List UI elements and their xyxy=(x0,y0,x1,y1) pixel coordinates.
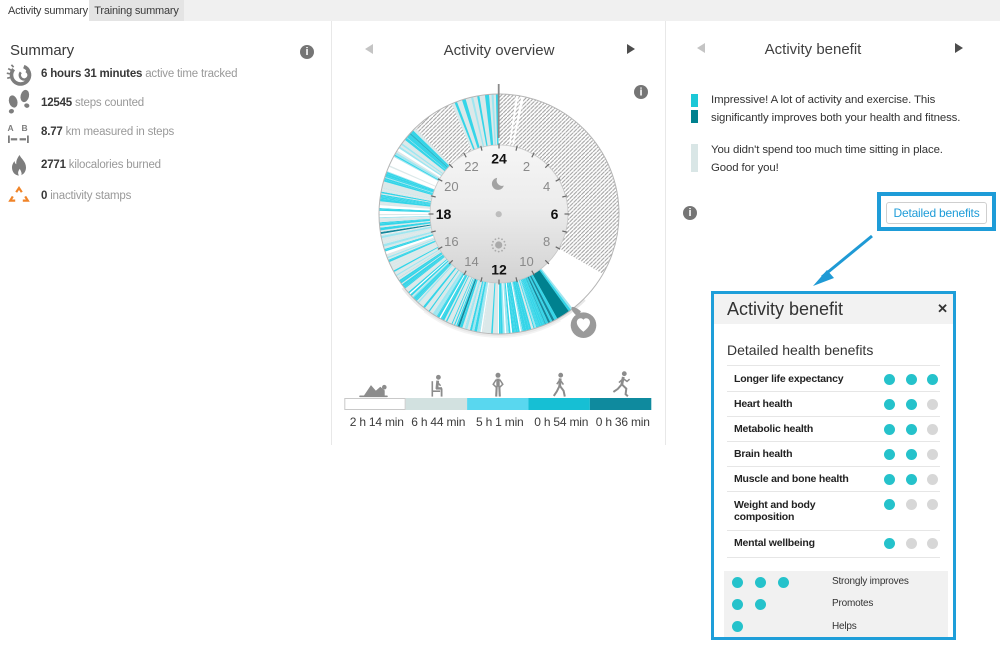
svg-text:16: 16 xyxy=(444,234,458,249)
svg-text:24: 24 xyxy=(491,151,507,167)
svg-text:4: 4 xyxy=(543,179,550,194)
svg-text:6: 6 xyxy=(551,206,559,222)
svg-text:B: B xyxy=(22,123,28,133)
svg-text:12: 12 xyxy=(491,262,507,278)
svg-text:14: 14 xyxy=(464,254,478,269)
svg-text:A: A xyxy=(8,123,14,133)
svg-text:2: 2 xyxy=(523,159,530,174)
svg-text:20: 20 xyxy=(444,179,458,194)
svg-text:8: 8 xyxy=(543,234,550,249)
svg-text:22: 22 xyxy=(464,159,478,174)
svg-text:i: i xyxy=(639,87,642,99)
svg-text:18: 18 xyxy=(436,206,452,222)
svg-text:10: 10 xyxy=(519,254,533,269)
